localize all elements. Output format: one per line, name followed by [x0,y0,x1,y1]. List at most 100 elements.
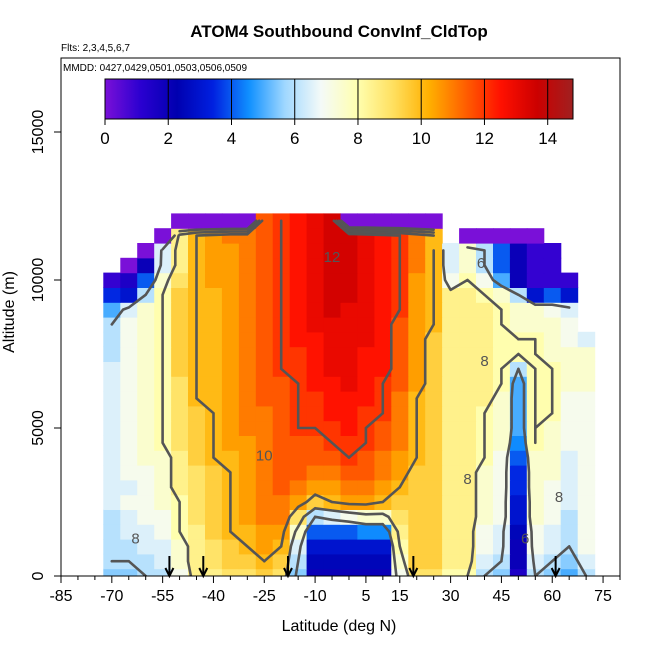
heatmap-cell [577,479,596,496]
heatmap-cell [120,450,138,466]
heatmap-cell [408,361,426,377]
heatmap-cell [255,420,274,436]
heatmap-cell [171,243,189,259]
heatmap-cell [543,257,562,274]
heatmap-cell [391,509,409,525]
heatmap-cell [391,450,409,466]
heatmap-cell [221,302,240,318]
heatmap-cell [340,346,358,362]
x-tick-label: -55 [151,588,174,605]
heatmap-cell [120,479,138,496]
heatmap-cell [205,213,223,229]
heatmap-cell [120,272,138,288]
heatmap-cell [374,331,392,348]
heatmap-cell [137,376,155,392]
heatmap-cell [323,465,342,481]
heatmap-cell [391,494,409,510]
contour-line-6 [110,219,588,576]
heatmap-cell [205,331,223,348]
heatmap-cell [425,435,443,451]
heatmap-cell [476,524,494,540]
heatmap-cell [493,391,511,407]
heatmap-cell [560,435,579,451]
heatmap-cell [543,243,562,259]
heatmap-cell [188,420,206,436]
contour-label: 8 [463,471,471,488]
heatmap-cell [374,317,392,333]
heatmap-cell [137,524,155,540]
heatmap-cell [103,287,121,303]
heatmap-cell [425,509,443,525]
heatmap-cell [238,376,257,392]
heatmap-cell [323,361,342,377]
heatmap-cell [255,391,274,407]
heatmap-cell [357,302,375,318]
heatmap-cell [171,272,189,288]
heatmap-cell [103,524,121,540]
heatmap-cell [238,257,257,274]
heatmap-cell [306,317,325,333]
heatmap-cell [442,405,460,422]
heatmap-cell [221,243,240,259]
heatmap-cell [306,272,325,288]
heatmap-cell [442,257,460,274]
heatmap-cell [188,553,206,570]
heatmap-cell [120,435,138,451]
heatmap-cell [238,405,257,422]
heatmap-cell [137,420,155,436]
heatmap-cell [560,361,579,377]
heatmap-cell [238,317,257,333]
heatmap-cell [560,391,579,407]
heatmap-cell [103,376,121,392]
x-tick-label: 30 [442,588,460,605]
heatmap-cell [272,435,291,451]
heatmap-cell [188,568,206,576]
heatmap-cell [459,479,477,496]
heatmap-cell [408,465,426,481]
heatmap-cell [560,479,579,496]
heatmap-cell [340,553,358,570]
heatmap-cell [357,331,375,348]
heatmap-cell [221,435,240,451]
heatmap-cell [255,465,274,481]
heatmap-cell [205,272,223,288]
heatmap-cell [272,465,291,481]
heatmap-cell [306,524,325,540]
heatmap-cell [255,257,274,274]
heatmap-cell [560,302,579,318]
heatmap-cell [391,317,409,333]
heatmap-cell [154,257,172,274]
heatmap-cell [323,331,342,348]
heatmap-cell [509,539,528,555]
heatmap-cell [272,450,291,466]
heatmap-cell [238,331,257,348]
heatmap-cell [272,391,291,407]
heatmap-cell [509,272,528,288]
heatmap-cell [476,376,494,392]
heatmap-cell [425,450,443,466]
heatmap-cell [154,450,172,466]
heatmap-cell [238,287,257,303]
heatmap-cell [425,346,443,362]
heatmap-cell [171,331,189,348]
heatmap-cell [425,213,443,229]
heatmap-cell [543,568,562,576]
heatmap-cell [289,302,308,318]
heatmap-cell [543,450,562,466]
heatmap-cell [493,346,511,362]
heatmap-cell [408,302,426,318]
heatmap-cell [408,509,426,525]
heatmap-cell [340,317,358,333]
heatmap-cell [425,524,443,540]
contour-labels: 12 10 8 8 8 6 6 8 [131,249,563,547]
heatmap-cell [205,317,223,333]
heatmap-cell [509,302,528,318]
heatmap-cell [493,509,511,525]
colorbar-tick-label: 0 [100,129,109,148]
heatmap-cell [137,361,155,377]
heatmap-cell [476,509,494,525]
heatmap-cell [154,479,172,496]
x-tick-label: -85 [49,588,72,605]
heatmap-cell [137,539,155,555]
dates-annotation: MMDD: 0427,0429,0501,0503,0506,0509 [63,63,247,74]
